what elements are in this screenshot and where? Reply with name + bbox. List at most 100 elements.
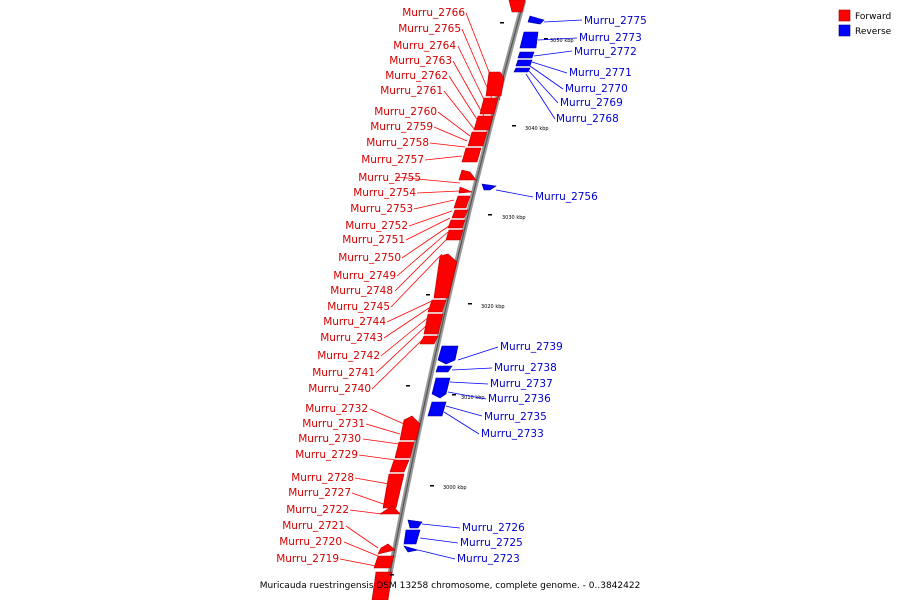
forward-gene-block [433, 253, 458, 299]
reverse-gene-label: Murru_2738 [494, 362, 557, 374]
forward-gene-label: Murru_2741 [312, 367, 375, 379]
reverse-gene-blocks [403, 15, 545, 553]
forward-gene-label: Murru_2759 [370, 121, 433, 133]
forward-gene-block [394, 441, 415, 459]
legend-forward-swatch [838, 9, 851, 22]
forward-gene-label: Murru_2727 [288, 487, 351, 499]
legend-forward-label: Forward [855, 12, 891, 22]
legend-reverse-swatch [838, 24, 851, 37]
reverse-gene-block [403, 545, 419, 553]
forward-gene-label: Murru_2720 [279, 536, 342, 548]
forward-gene-block [508, 0, 526, 13]
reverse-label-texts: Murru_2775 Murru_2773 Murru_2772 Murru_2… [457, 15, 647, 565]
legend: Forward Reverse [838, 9, 892, 37]
reverse-gene-label: Murru_2725 [460, 537, 523, 549]
forward-gene-label: Murru_2722 [286, 504, 349, 516]
forward-gene-block [445, 229, 464, 241]
forward-gene-label: Murru_2745 [327, 301, 390, 313]
scale-tick-marks [390, 22, 548, 576]
forward-gene-block [399, 415, 421, 441]
tick-label: 3040 kbp [525, 126, 549, 132]
forward-gene-label: Murru_2762 [385, 70, 448, 82]
reverse-gene-label: Murru_2733 [481, 428, 544, 440]
reverse-gene-label: Murru_2771 [569, 67, 632, 79]
reverse-gene-label: Murru_2768 [556, 113, 619, 125]
forward-gene-block [447, 219, 466, 229]
forward-gene-label: Murru_2742 [317, 350, 380, 362]
forward-gene-label: Murru_2754 [353, 187, 416, 199]
forward-gene-block [473, 115, 494, 131]
tick-label: 3000 kbp [443, 485, 467, 491]
forward-gene-label: Murru_2755 [358, 172, 421, 184]
forward-leader-lines [339, 12, 501, 567]
forward-gene-block [451, 209, 469, 219]
reverse-gene-block [431, 377, 451, 399]
reverse-gene-label: Murru_2756 [535, 191, 598, 203]
tick-label: 3010 kbp [461, 395, 485, 401]
forward-gene-label: Murru_2749 [333, 270, 396, 282]
forward-gene-label: Murru_2743 [320, 332, 383, 344]
reverse-gene-block [527, 15, 545, 25]
forward-gene-label: Murru_2764 [393, 40, 456, 52]
forward-gene-block [373, 555, 395, 569]
forward-gene-block [379, 505, 401, 515]
reverse-gene-labels: Murru_2775 Murru_2773 Murru_2772 Murru_2… [417, 15, 647, 565]
forward-gene-block [485, 71, 505, 97]
reverse-gene-label: Murru_2772 [574, 46, 637, 58]
forward-gene-label: Murru_2753 [350, 203, 413, 215]
forward-gene-block [389, 459, 410, 473]
forward-gene-label: Murru_2763 [389, 55, 452, 67]
forward-gene-label: Murru_2719 [276, 553, 339, 565]
forward-gene-block [419, 335, 439, 345]
forward-gene-blocks [371, 0, 526, 600]
reverse-gene-block [403, 529, 421, 545]
forward-gene-label: Murru_2752 [345, 220, 408, 232]
reverse-gene-label: Murru_2770 [565, 83, 628, 95]
reverse-gene-label: Murru_2737 [490, 378, 553, 390]
forward-gene-label: Murru_2729 [295, 449, 358, 461]
reverse-gene-label: Murru_2726 [462, 522, 525, 534]
tick-label: 3030 kbp [502, 215, 526, 221]
reverse-gene-block [519, 31, 539, 49]
reverse-gene-label: Murru_2773 [579, 32, 642, 44]
forward-gene-label: Murru_2758 [366, 137, 429, 149]
forward-gene-label: Murru_2748 [330, 285, 393, 297]
reverse-gene-block [407, 519, 423, 529]
reverse-gene-block [517, 51, 535, 59]
reverse-gene-label: Murru_2775 [584, 15, 647, 27]
forward-gene-block [461, 147, 482, 163]
reverse-gene-label: Murru_2769 [560, 97, 623, 109]
forward-gene-block [467, 131, 488, 147]
forward-gene-label: Murru_2766 [402, 7, 465, 19]
reverse-gene-block [427, 401, 447, 417]
forward-gene-block [423, 313, 444, 335]
scale-tick-labels: 3050 kbp 3040 kbp 3030 kbp 3020 kbp 3010… [443, 38, 574, 491]
tick-label: 3020 kbp [481, 304, 505, 310]
reverse-gene-label: Murru_2739 [500, 341, 563, 353]
forward-gene-label: Murru_2732 [305, 403, 368, 415]
genome-caption: Muricauda ruestringensis DSM 13258 chrom… [260, 581, 641, 591]
forward-gene-label: Murru_2757 [361, 154, 424, 166]
reverse-gene-block [437, 345, 459, 365]
reverse-gene-block [513, 67, 531, 73]
forward-label-texts: Murru_2766 Murru_2765 Murru_2764 Murru_2… [276, 7, 465, 565]
forward-gene-block [377, 543, 396, 555]
forward-gene-label: Murru_2721 [282, 520, 345, 532]
forward-gene-block [458, 186, 473, 194]
forward-gene-label: Murru_2761 [380, 85, 443, 97]
forward-gene-block [371, 571, 393, 600]
forward-gene-label: Murru_2731 [302, 418, 365, 430]
forward-gene-label: Murru_2765 [398, 23, 461, 35]
forward-gene-label: Murru_2740 [308, 383, 371, 395]
forward-gene-label: Murru_2728 [291, 472, 354, 484]
forward-gene-label: Murru_2750 [338, 252, 401, 264]
forward-gene-label: Murru_2751 [342, 234, 405, 246]
tick-label: 3050 kbp [550, 38, 574, 44]
forward-gene-labels: Murru_2766 Murru_2765 Murru_2764 Murru_2… [276, 7, 501, 567]
reverse-leader-lines [417, 19, 583, 560]
legend-reverse-label: Reverse [855, 27, 892, 37]
reverse-gene-block [435, 365, 453, 373]
forward-gene-label: Murru_2760 [374, 106, 437, 118]
forward-gene-label: Murru_2730 [298, 433, 361, 445]
